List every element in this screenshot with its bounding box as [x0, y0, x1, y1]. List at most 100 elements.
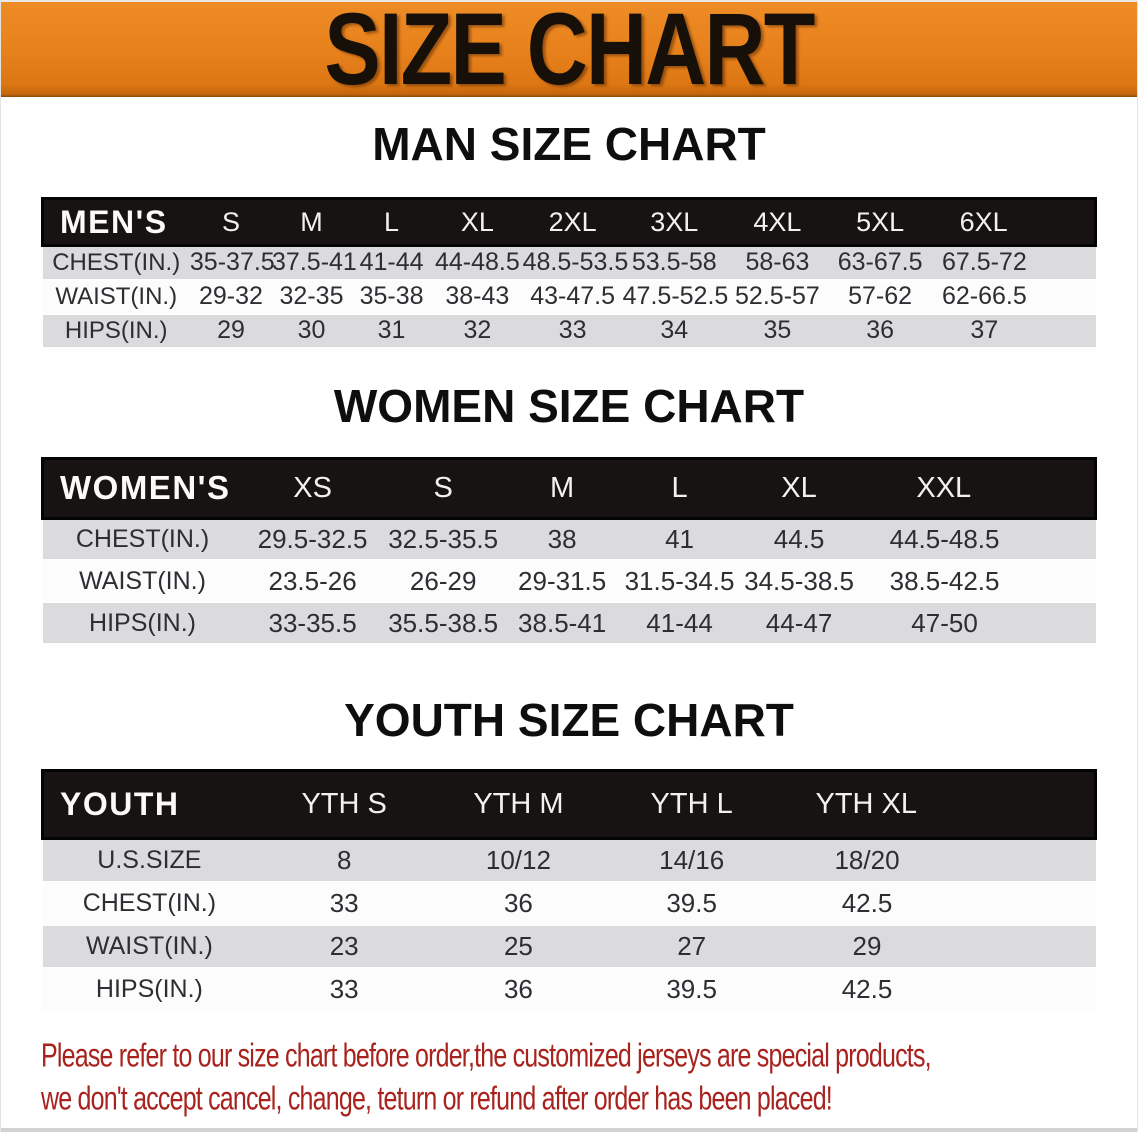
content: MAN SIZE CHART MEN'S S M L XL 2XL 3XL 4XL 5XL 6XL…: [1, 121, 1137, 1117]
men-size-column-header: 2XL: [522, 197, 623, 247]
women-size-cell: 29.5-32.5: [257, 523, 368, 554]
women-size-cell: 44.5-48.5: [889, 523, 1000, 554]
men-size-cell: 58-63: [745, 248, 810, 277]
women-size-cell: 44.5: [773, 523, 825, 554]
men-table-row: WAIST(IN.) 29-32 32-35 35-38 38-43 43-47.5 47.…: [42, 279, 1096, 314]
banner-title: SIZE CHART: [324, 0, 815, 106]
men-size-cell: 35-37.5: [189, 248, 275, 277]
men-size-cell: 35-38: [359, 282, 424, 310]
banner: SIZE CHART: [1, 0, 1137, 106]
men-row-label: CHEST(IN.): [52, 248, 181, 276]
men-size-cell: 41-44: [359, 248, 424, 277]
men-size-cell: 44-48.5: [434, 248, 520, 277]
youth-size-cell: 33: [329, 887, 359, 918]
women-row-label: CHEST(IN.): [75, 524, 210, 553]
men-size-cell: 34: [660, 316, 689, 344]
youth-row-label: U.S.SIZE: [97, 845, 202, 874]
youth-size-cell: 8: [336, 844, 352, 875]
women-row-label: HIPS(IN.): [89, 608, 196, 637]
youth-row-label: WAIST(IN.): [85, 931, 213, 960]
men-size-cell: 57-62: [848, 282, 913, 310]
youth-size-cell: 23: [329, 930, 359, 961]
women-size-cell: 34.5-38.5: [744, 565, 854, 596]
youth-section: YOUTH SIZE CHART YOUTH YTH S YTH M YTH L YTH…: [41, 697, 1097, 1012]
men-size-table: MEN'S S M L XL 2XL 3XL 4XL 5XL 6XL CHEST(IN.) 35-37…: [40, 197, 1098, 349]
women-section: WOMEN SIZE CHART WOMEN'S XS S M L XL XXL CHEST(…: [40, 379, 1097, 646]
men-section: MAN SIZE CHART MEN'S S M L XL 2XL 3XL 4XL 5XL 6XL…: [40, 121, 1098, 349]
men-size-column-header: S: [189, 197, 273, 247]
men-size-column-header: 6XL: [931, 197, 1098, 247]
women-size-column-header: XS: [242, 456, 383, 520]
youth-section-title: YOUTH SIZE CHART: [344, 694, 794, 746]
youth-size-column-header: YTH XL: [778, 769, 1097, 840]
youth-table-row: U.S.SIZE 8 10/12 14/16 18/20: [42, 838, 1096, 882]
men-size-column-header: 3XL: [622, 197, 726, 247]
women-size-cell: 41: [665, 523, 694, 554]
youth-size-cell: 42.5: [841, 887, 893, 918]
men-size-cell: 62-66.5: [941, 282, 1027, 310]
youth-size-cell: 29: [852, 930, 882, 961]
youth-size-cell: 14/16: [659, 844, 725, 875]
youth-row-label: CHEST(IN.): [82, 888, 217, 917]
men-size-cell: 32: [463, 316, 492, 344]
youth-size-cell: 27: [677, 930, 707, 961]
youth-size-cell: 10/12: [485, 844, 551, 875]
youth-size-cell: 36: [503, 887, 533, 918]
men-size-cell: 67.5-72: [941, 248, 1027, 277]
disclaimer: Please refer to our size chart before or…: [41, 1037, 1097, 1117]
men-size-cell: 36: [866, 316, 894, 344]
youth-size-table: YOUTH YTH S YTH M YTH L YTH XL U.S.SIZE 8 10/12…: [41, 769, 1097, 1012]
women-size-cell: 44-47: [765, 607, 833, 638]
men-table-row: HIPS(IN.) 29 30 31 32 33 34 35 36 37: [42, 313, 1096, 348]
men-header-row: MEN'S S M L XL 2XL 3XL 4XL 5XL 6XL: [40, 197, 1098, 247]
men-size-cell: 31: [377, 316, 406, 344]
men-size-cell: 63-67.5: [837, 248, 923, 277]
women-table-row: CHEST(IN.) 29.5-32.5 32.5-35.5 38 41 44.5 44.5…: [42, 518, 1096, 560]
youth-header-row: YOUTH YTH S YTH M YTH L YTH XL: [41, 769, 1097, 840]
women-size-cell: 26-29: [409, 565, 477, 596]
men-size-cell: 38-43: [445, 282, 510, 310]
women-size-cell: 32.5-35.5: [388, 523, 499, 554]
women-size-column-header: M: [503, 456, 621, 520]
men-row-label: WAIST(IN.): [55, 282, 178, 310]
youth-table-row: WAIST(IN.) 23 25 27 29: [42, 924, 1096, 968]
women-row-label: WAIST(IN.): [79, 566, 206, 595]
men-row-label: HIPS(IN.): [64, 316, 168, 344]
women-section-title: WOMEN SIZE CHART: [333, 379, 805, 432]
youth-size-cell: 42.5: [841, 973, 893, 1004]
men-size-cell: 32-35: [279, 282, 344, 310]
women-table-row: WAIST(IN.) 23.5-26 26-29 29-31.5 31.5-34.5 34…: [42, 560, 1096, 602]
men-size-cell: 52.5-57: [735, 282, 820, 310]
youth-size-cell: 18/20: [834, 844, 900, 875]
men-size-cell: 30: [297, 316, 326, 344]
women-size-cell: 41-44: [646, 607, 713, 638]
men-size-cell: 47.5-52.5: [622, 282, 729, 310]
men-size-cell: 29-32: [198, 282, 263, 310]
youth-size-column-header: YTH L: [604, 769, 779, 840]
women-size-cell: 35.5-38.5: [388, 607, 499, 638]
men-size-cell: 37.5-41: [272, 248, 357, 277]
men-size-cell: 37: [970, 316, 999, 344]
men-size-cell: 29: [217, 316, 245, 344]
women-size-column-header: XL: [738, 456, 860, 520]
youth-size-column-header: YTH S: [256, 769, 433, 840]
men-corner-label: MEN'S: [40, 197, 190, 247]
men-size-column-header: 4XL: [725, 197, 830, 247]
youth-size-cell: 25: [503, 930, 533, 961]
men-size-column-header: XL: [432, 197, 523, 247]
men-size-cell: 48.5-53.5: [522, 248, 629, 277]
women-size-column-header: S: [382, 456, 504, 520]
women-size-cell: 47-50: [911, 607, 978, 638]
disclaimer-line-2: we don't accept cancel, change, teturn o…: [41, 1080, 833, 1117]
youth-size-cell: 36: [503, 973, 533, 1004]
men-size-cell: 43-47.5: [530, 282, 616, 310]
youth-size-cell: 39.5: [666, 973, 717, 1004]
women-table-row: HIPS(IN.) 33-35.5 35.5-38.5 38.5-41 41-44 44-…: [42, 602, 1096, 644]
women-size-cell: 38.5-42.5: [889, 565, 1000, 596]
women-header-row: WOMEN'S XS S M L XL XXL: [40, 456, 1097, 520]
women-size-cell: 31.5-34.5: [624, 565, 735, 596]
men-table-row: CHEST(IN.) 35-37.5 37.5-41 41-44 44-48.5 48.5…: [42, 245, 1096, 280]
women-size-column-header: L: [620, 456, 739, 520]
men-size-cell: 35: [763, 316, 792, 344]
